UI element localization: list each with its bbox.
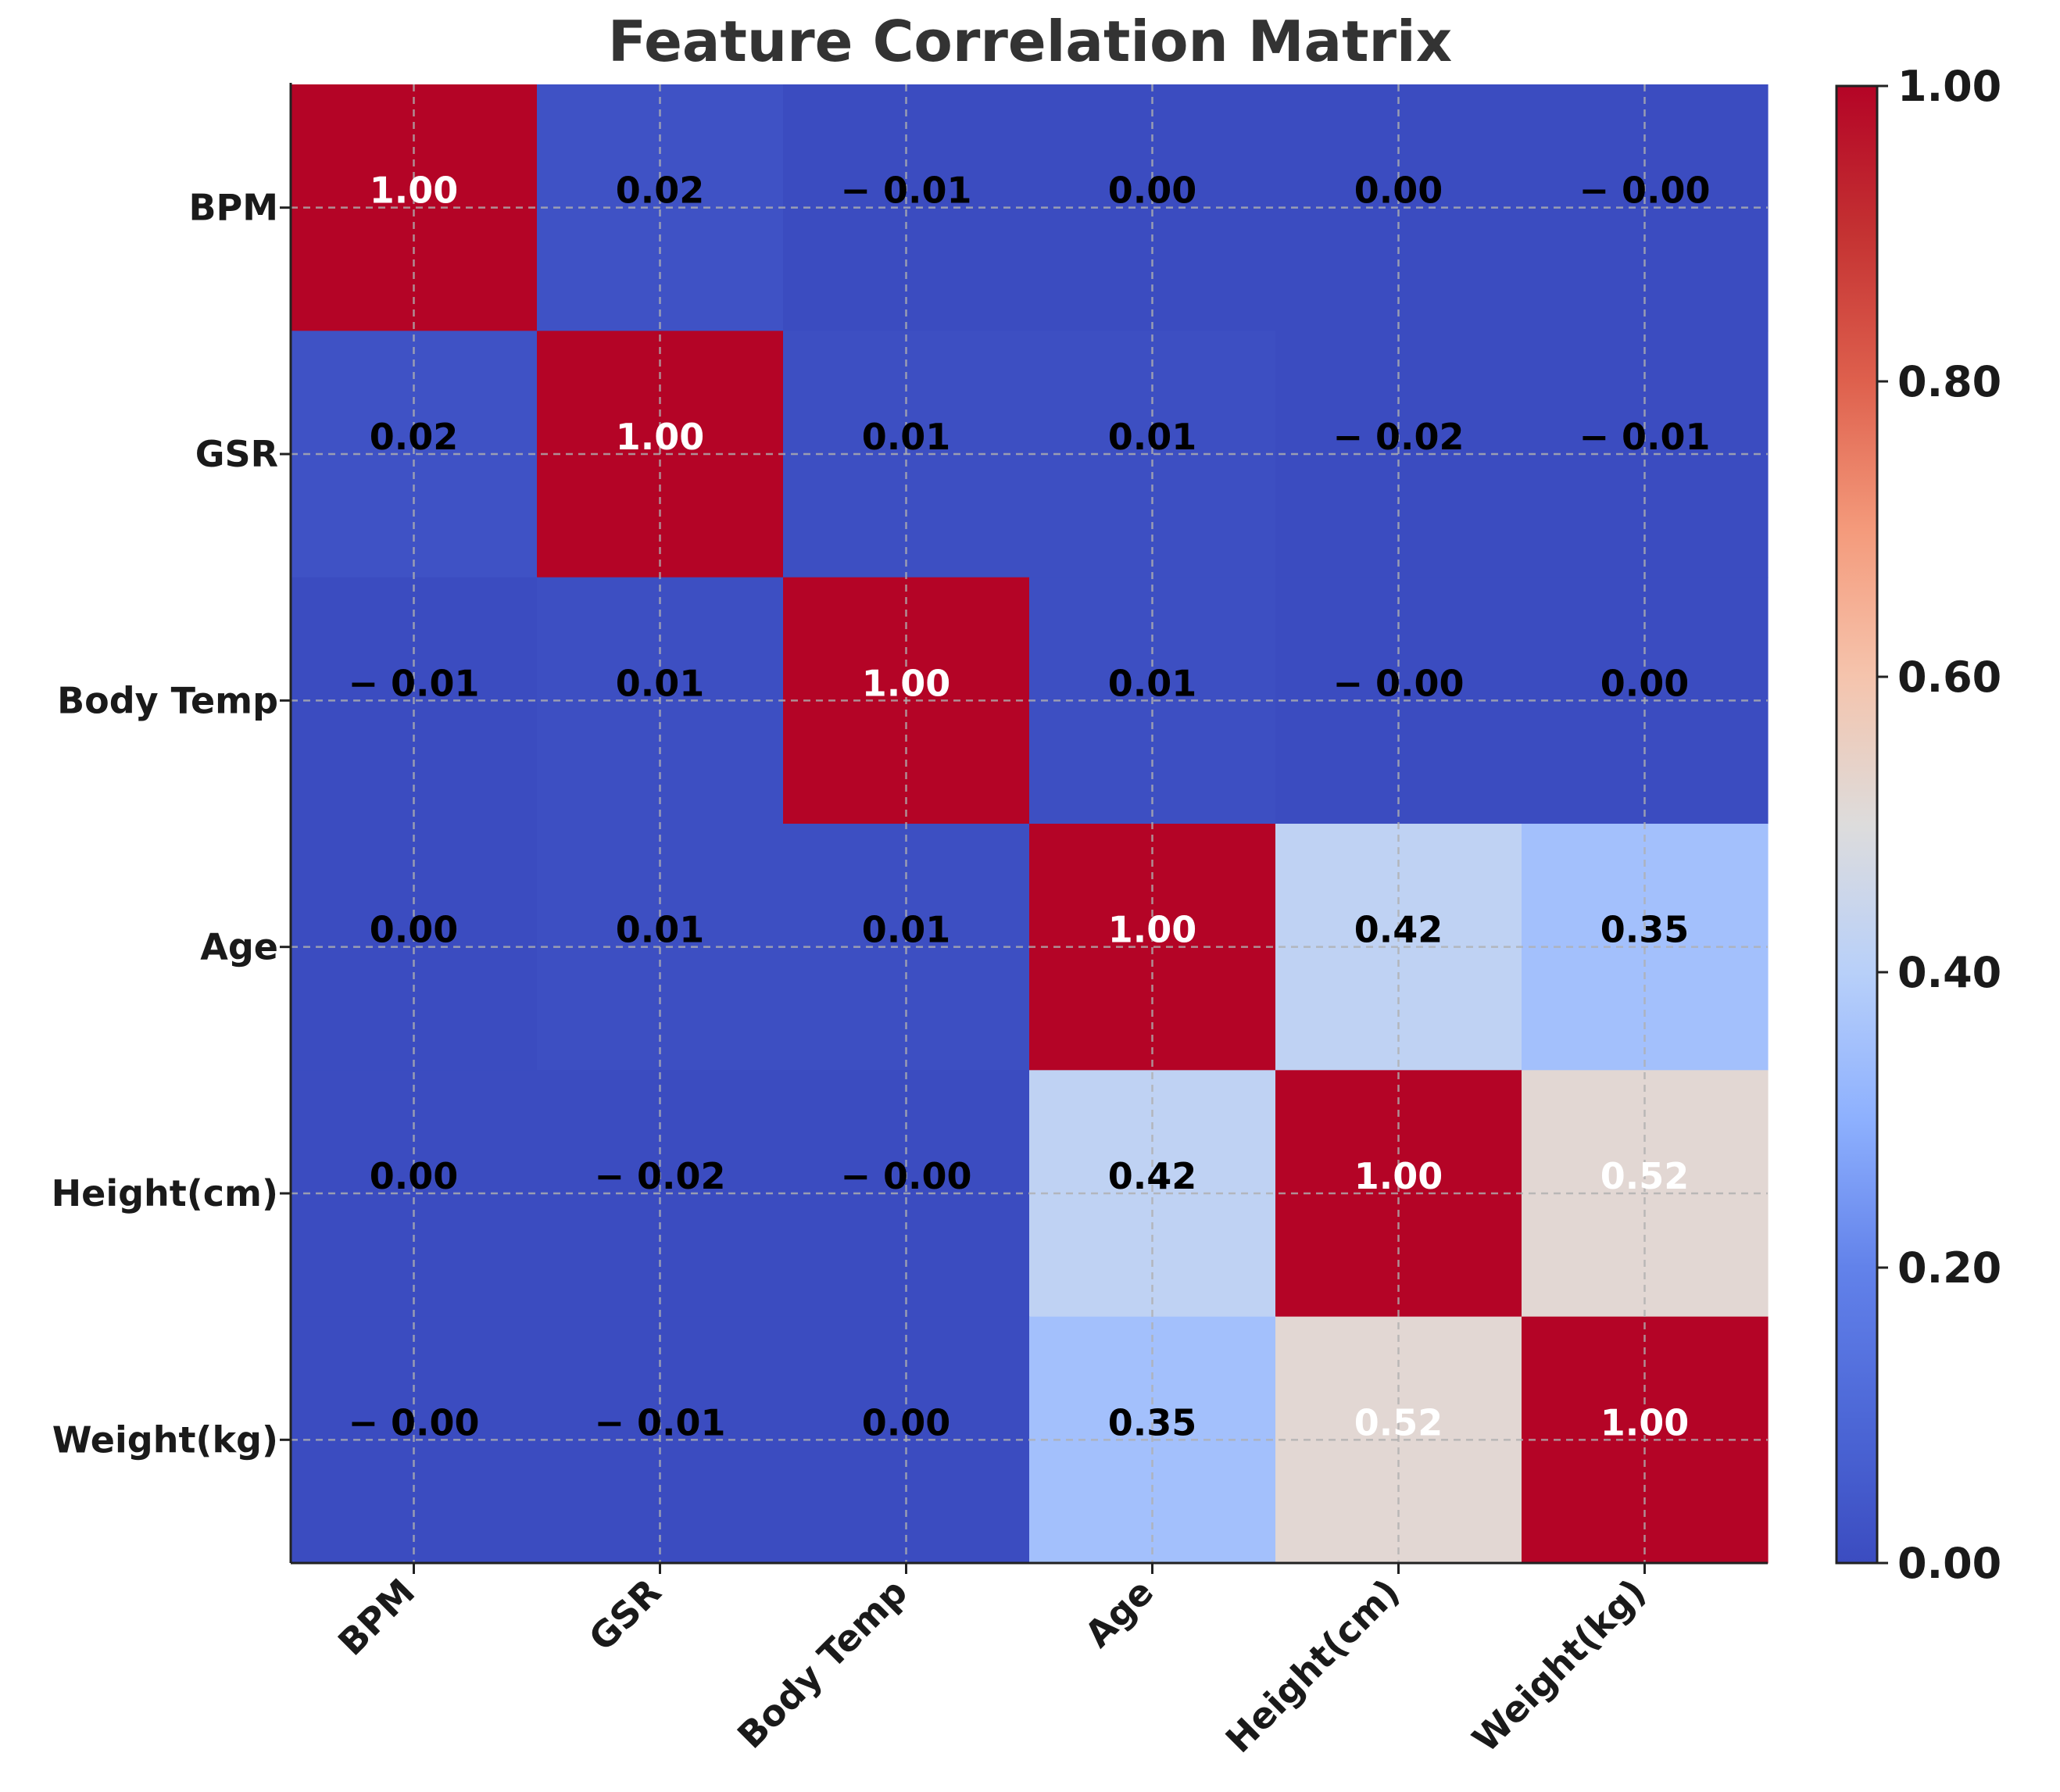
cell-value-label: 0.42 [1108,1155,1197,1197]
heatmap-cells [291,84,1769,1564]
cell-value-label: − 0.01 [348,662,479,704]
cell-value-label: 1.00 [1600,1401,1690,1443]
cell-value-label: 0.00 [862,1401,951,1443]
y-tick-label: Body Temp [57,679,278,721]
y-tick-label: GSR [195,433,278,475]
colorbar: 0.00 0.20 0.40 0.60 0.80 1.00 [1835,62,2001,1588]
colorbar-tick-label: 1.00 [1897,62,2001,111]
cell-value-label: 0.01 [862,909,951,951]
cell-value-label: 0.00 [1354,170,1443,212]
cell-value-label: − 0.02 [1332,416,1464,458]
x-tick-label: GSR [581,1571,669,1659]
y-tick-label: Weight(kg) [52,1418,278,1461]
x-tick-label: Age [1077,1571,1162,1656]
cell-value-label: 0.52 [1600,1155,1690,1197]
y-tick-label: Height(cm) [52,1172,278,1214]
y-tick-label: Age [200,926,278,968]
cell-value-label: 0.35 [1108,1401,1197,1443]
cell-value-label: 0.52 [1354,1401,1443,1443]
heatmap-gridlines [291,84,1768,1563]
cell-value-label: 1.00 [862,662,951,704]
cell-value-label: 0.02 [616,170,705,212]
cell-value-label: 0.02 [370,416,459,458]
y-tick-label: BPM [188,187,278,229]
x-tick-label: Height(cm) [1218,1571,1408,1762]
x-tick-label: BPM [330,1571,423,1664]
cell-value-label: 0.01 [616,909,705,951]
cell-value-label: 0.01 [862,416,951,458]
cell-value-label: − 0.01 [1579,416,1710,458]
cell-value-label: 0.00 [1108,170,1197,212]
cell-value-label: − 0.00 [348,1401,479,1443]
cell-value-label: 0.00 [370,909,459,951]
cell-value-label: 0.01 [1108,662,1197,704]
colorbar-gradient [1835,84,1879,1565]
cell-value-label: 0.35 [1600,909,1690,951]
cell-value-label: − 0.01 [594,1401,725,1443]
cell-value-label: − 0.00 [1332,662,1464,704]
cell-value-label: 0.00 [1600,662,1690,704]
x-tick-label: Body Temp [729,1571,915,1757]
cell-value-label: 0.01 [1108,416,1197,458]
x-tick-label: Weight(kg) [1465,1571,1654,1761]
cell-value-label: 1.00 [1354,1155,1443,1197]
colorbar-tick-label: 0.60 [1897,653,2001,702]
colorbar-tick-label: 0.40 [1897,948,2001,997]
colorbar-tick-label: 0.20 [1897,1243,2001,1293]
cell-value-label: 1.00 [616,416,705,458]
cell-value-label: 1.00 [1108,909,1197,951]
colorbar-tick-label: 0.80 [1897,357,2001,406]
cell-value-label: − 0.01 [840,170,971,212]
heatmap-cell-labels: 1.00 0.02 − 0.01 0.00 0.00 − 0.00 0.02 1.00 0.01… [348,170,1710,1444]
cell-value-label: 0.00 [370,1155,459,1197]
cell-value-label: − 0.00 [1579,170,1710,212]
chart-title: Feature Correlation Matrix [608,9,1452,74]
colorbar-tick-label: 0.00 [1897,1539,2001,1588]
cell-value-label: 0.42 [1354,909,1443,951]
cell-value-label: 1.00 [370,170,459,212]
cell-value-label: − 0.02 [594,1155,725,1197]
cell-value-label: − 0.00 [840,1155,971,1197]
cell-value-label: 0.01 [616,662,705,704]
